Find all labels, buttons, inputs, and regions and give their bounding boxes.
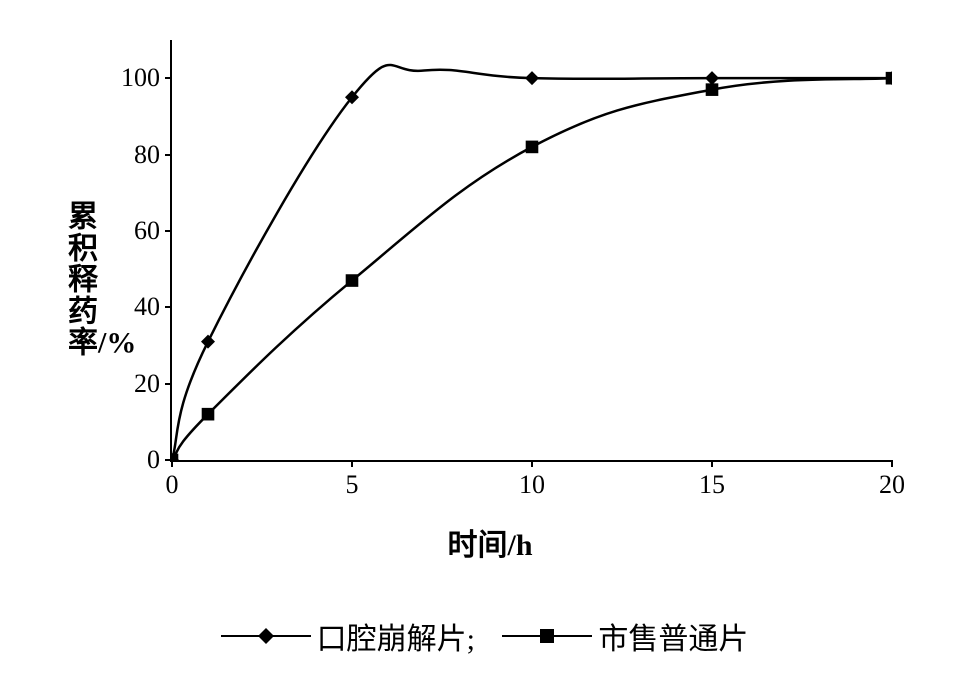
legend-label-0: 口腔崩解片; [317, 614, 475, 658]
y-tick-mark [165, 383, 172, 385]
x-tick-mark [711, 460, 713, 467]
chart-container: 累积释药率/% 02040608010005101520 时间/h 口腔崩解片; [0, 0, 969, 677]
x-tick-mark [351, 460, 353, 467]
square-icon [202, 408, 215, 421]
y-tick-mark [165, 230, 172, 232]
square-icon [526, 141, 539, 154]
diamond-icon [525, 71, 539, 85]
x-tick-mark [531, 460, 533, 467]
square-icon [706, 83, 719, 96]
plot-area: 02040608010005101520 [170, 40, 892, 462]
chart: 累积释药率/% 02040608010005101520 时间/h [60, 20, 920, 540]
diamond-icon [705, 71, 719, 85]
series-line-1 [172, 78, 892, 460]
legend-item-0: 口腔崩解片; [221, 614, 475, 658]
y-tick-mark [165, 154, 172, 156]
legend-swatch-square [502, 621, 592, 651]
x-tick-mark [891, 460, 893, 467]
y-axis-label: 累积释药率/% [68, 201, 98, 359]
series-line-0 [172, 65, 892, 460]
legend: 口腔崩解片; 市售普通片 [0, 614, 969, 659]
legend-swatch-diamond [221, 621, 311, 651]
square-icon [540, 629, 554, 643]
legend-label-1: 市售普通片 [598, 614, 748, 658]
square-icon [886, 72, 892, 85]
diamond-icon [201, 335, 215, 349]
square-icon [346, 274, 359, 287]
y-tick-mark [165, 77, 172, 79]
x-tick-mark [171, 460, 173, 467]
y-tick-mark [165, 306, 172, 308]
legend-item-1: 市售普通片 [502, 614, 748, 658]
x-axis-label: 时间/h [447, 520, 532, 564]
plot-svg [172, 40, 892, 460]
diamond-icon [258, 628, 274, 644]
